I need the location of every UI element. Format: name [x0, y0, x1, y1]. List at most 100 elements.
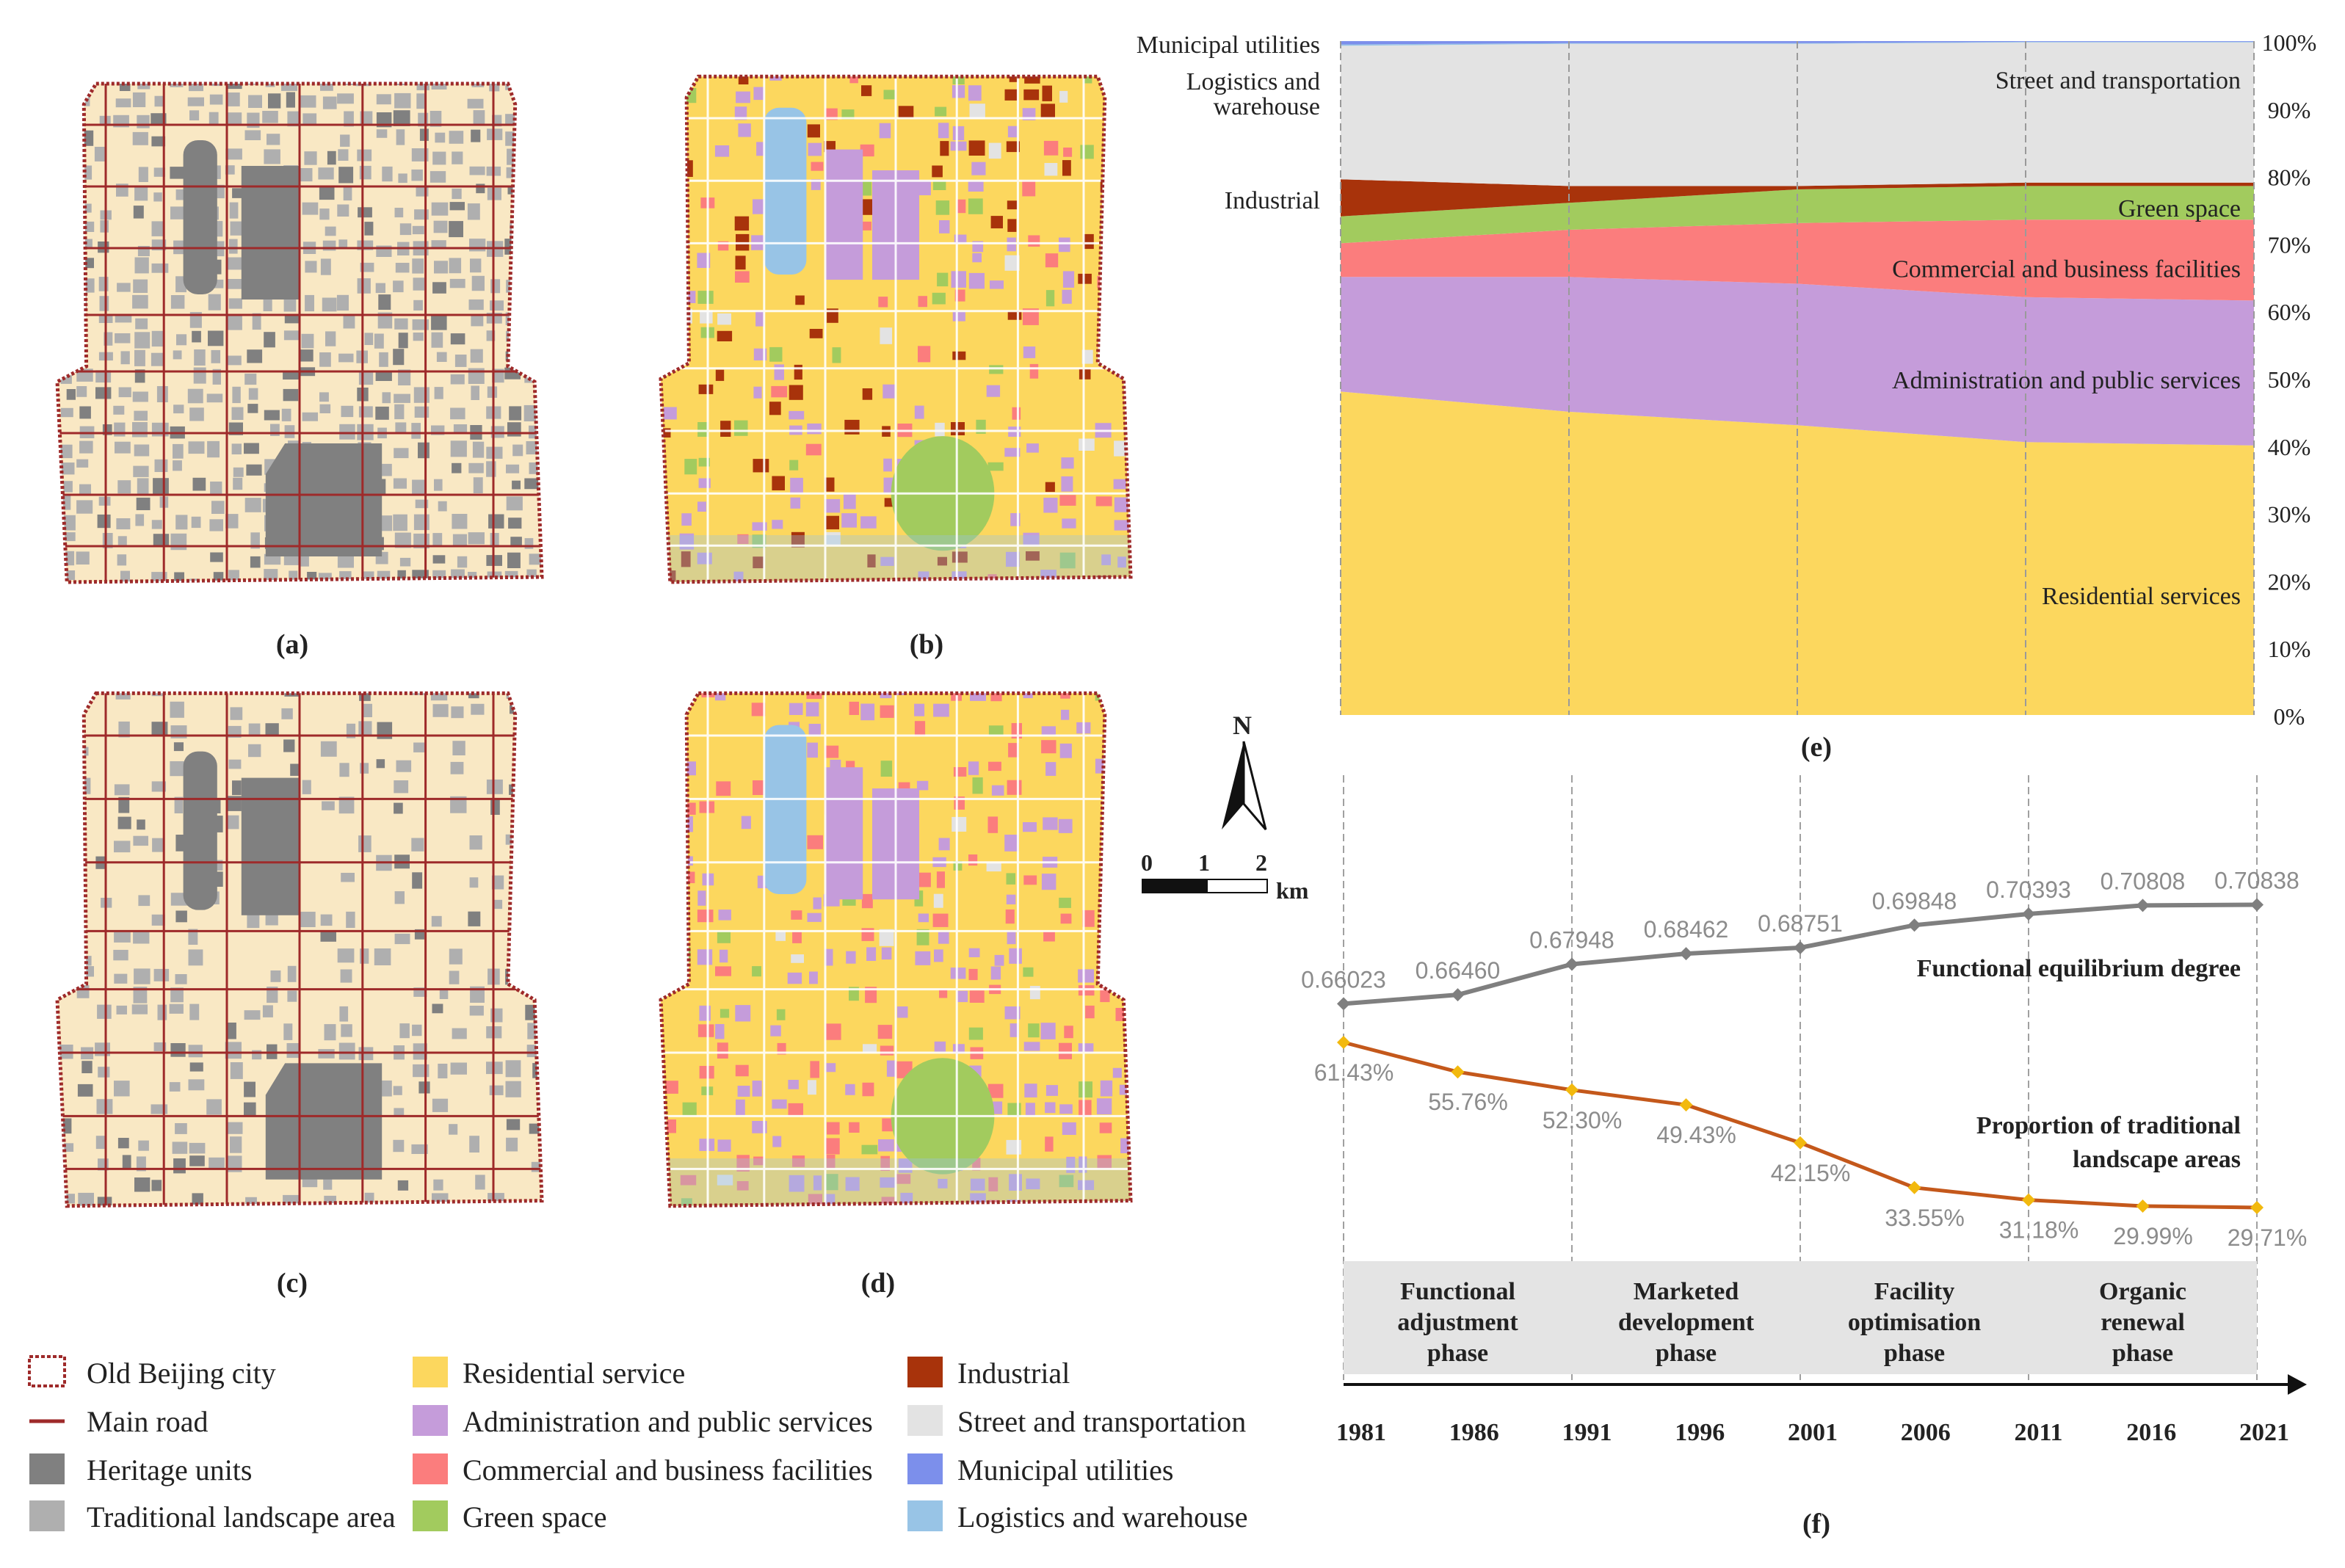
legend-swatch-residential [413, 1357, 448, 1387]
scale-seg-1 [1142, 879, 1208, 893]
eq-label-1981: 0.66023 [1301, 966, 1386, 992]
xtick-1981: 1981 [1336, 1419, 1386, 1446]
xtick-1996: 1996 [1675, 1419, 1725, 1446]
phase-1-line-0: Marketed [1634, 1278, 1739, 1305]
xtick-2021: 2021 [2239, 1419, 2289, 1446]
phase-0-line-0: Functional [1400, 1278, 1515, 1305]
legend-label-street: Street and transportation [957, 1405, 1246, 1438]
legend-label-green: Green space [463, 1500, 607, 1533]
old-city-boundary-d [659, 691, 1133, 1208]
trad-point-2001 [1794, 1136, 1807, 1150]
eq-point-1991 [1565, 957, 1579, 971]
eq-point-1981 [1337, 997, 1350, 1011]
area-label-right-2: Commercial and business facilities [1892, 256, 2241, 283]
eq-point-2011 [2022, 907, 2035, 921]
road-grid [661, 693, 1131, 1206]
area-ytick-40%: 40% [2268, 434, 2311, 460]
legend-item-commercial: Commercial and business facilities [413, 1453, 873, 1487]
xtick-1991: 1991 [1562, 1419, 1612, 1446]
eq-point-2001 [1794, 940, 1807, 954]
legend-swatch-heritage [29, 1453, 65, 1484]
area-label-right-3: Administration and public services [1892, 367, 2241, 394]
eq-label-2021: 0.70838 [2214, 868, 2299, 894]
old-city-boundary-a [55, 81, 544, 584]
lake-heritage [183, 751, 217, 910]
eq-label-1996: 0.68462 [1644, 916, 1729, 943]
area-label-logistics-2: warehouse [1214, 93, 1320, 120]
trad-label-2021: 29.71% [2228, 1224, 2308, 1251]
panel-label-e: (e) [1801, 732, 1832, 763]
legend-label-industrial: Industrial [957, 1357, 1070, 1390]
legend-swatch-street [907, 1405, 943, 1436]
trad-label-1996: 49.43% [1656, 1122, 1736, 1148]
eq-label-2016: 0.70808 [2101, 868, 2186, 894]
scale-unit: km [1276, 877, 1309, 904]
scale-tick-2: 2 [1255, 849, 1267, 876]
legend-label-traditional: Traditional landscape area [87, 1500, 396, 1533]
legend-item-heritage: Heritage units [29, 1453, 253, 1487]
panel-label-f: (f) [1802, 1509, 1830, 1539]
scale-seg-2 [1206, 879, 1268, 893]
area-label-right-4: Residential services [2042, 583, 2241, 610]
eq-series-label: Functional equilibrium degree [1917, 955, 2241, 982]
legend-label-residential: Residential service [463, 1357, 685, 1390]
area-label-right-1: Green space [2118, 195, 2241, 222]
phase-3-line-0: Organic [2099, 1278, 2186, 1305]
xtick-2011: 2011 [2014, 1419, 2062, 1446]
area-ytick-100%: 100% [2262, 29, 2317, 56]
trad-point-2011 [2022, 1193, 2035, 1207]
legend-item-street: Street and transportation [907, 1405, 1246, 1438]
phase-2-line-1: optimisation [1848, 1309, 1981, 1336]
legend-swatch-utilities [907, 1453, 943, 1484]
north-arrow-left [1222, 741, 1244, 830]
legend-label-heritage: Heritage units [87, 1453, 253, 1487]
road-grid [57, 84, 542, 582]
trad-series-label-1: Proportion of traditional [1976, 1112, 2241, 1139]
trad-label-1991: 52.30% [1543, 1107, 1623, 1133]
legend: Old Beijing city Main road Heritage units T… [28, 1355, 1247, 1533]
trad-label-2011: 31.18% [1999, 1217, 2079, 1244]
legend-item-admin: Administration and public services [413, 1405, 873, 1438]
xtick-2016: 2016 [2126, 1419, 2176, 1446]
eq-point-2016 [2136, 899, 2150, 912]
eq-label-1986: 0.66460 [1416, 957, 1501, 984]
panel-labels: (a) (b) (c) (d) (e) (f) [276, 629, 1832, 1539]
line-chart-f: 0.66023 0.66460 0.67948 0.68462 0.68751 0.698… [1301, 775, 2307, 1446]
legend-item-residential: Residential service [413, 1357, 685, 1390]
scale-tick-0: 0 [1141, 849, 1153, 876]
temple-heritage [265, 1063, 383, 1180]
trad-point-1991 [1565, 1083, 1579, 1097]
trad-label-2006: 33.55% [1885, 1205, 1965, 1231]
legend-label-logistics: Logistics and warehouse [957, 1500, 1247, 1533]
eq-point-1996 [1679, 947, 1693, 961]
panel-label-d: (d) [861, 1268, 895, 1299]
legend-label-utilities: Municipal utilities [957, 1453, 1173, 1487]
temple-heritage [265, 443, 383, 556]
eq-point-1986 [1451, 988, 1465, 1002]
eq-point-2021 [2250, 898, 2264, 912]
legend-swatch-green [413, 1500, 448, 1531]
trad-point-1996 [1679, 1098, 1693, 1112]
legend-swatch-traditional [29, 1500, 65, 1531]
area-ytick-0%: 0% [2274, 703, 2305, 730]
lake [764, 725, 807, 894]
palace-west [825, 767, 863, 900]
phase-3-line-2: phase [2112, 1340, 2173, 1367]
area-ytick-90%: 90% [2268, 97, 2311, 123]
area-ytick-50%: 50% [2268, 366, 2311, 393]
north-letter: N [1233, 711, 1252, 740]
trad-point-2006 [1907, 1180, 1921, 1194]
map-d [661, 693, 1131, 1206]
trad-label-1981: 61.43% [1314, 1059, 1394, 1086]
area-label-utilities: Municipal utilities [1137, 32, 1320, 59]
trad-point-2021 [2250, 1201, 2264, 1214]
phase-band [1344, 1261, 2257, 1374]
phase-2-line-2: phase [1884, 1340, 1945, 1367]
legend-item-utilities: Municipal utilities [907, 1453, 1173, 1487]
area-ytick-70%: 70% [2268, 231, 2311, 258]
panel-label-a: (a) [276, 629, 308, 660]
trad-label-2001: 42.15% [1771, 1160, 1851, 1186]
phase-0-line-2: phase [1427, 1340, 1488, 1367]
north-arrow: N [1222, 711, 1267, 830]
